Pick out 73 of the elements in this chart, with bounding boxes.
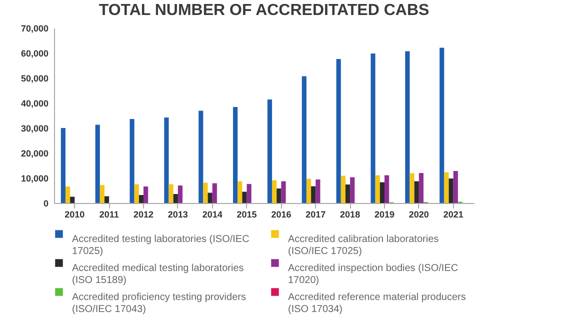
bar bbox=[281, 181, 286, 203]
legend-label: Accredited testing laboratories (ISO/IEC 17025) bbox=[72, 234, 250, 257]
bar bbox=[60, 128, 66, 203]
bar bbox=[453, 171, 458, 203]
x-tick-label: 2011 bbox=[99, 210, 119, 220]
bar bbox=[340, 176, 346, 203]
legend-label: Accredited calibration laboratories (ISO/IEC 17025) bbox=[288, 234, 439, 257]
bar bbox=[134, 184, 139, 203]
bar bbox=[380, 182, 384, 203]
x-tick-label: 2019 bbox=[374, 210, 395, 220]
bar bbox=[65, 186, 70, 203]
bar bbox=[316, 180, 320, 203]
bar bbox=[246, 184, 252, 203]
bar bbox=[173, 194, 178, 203]
bar bbox=[144, 186, 148, 203]
bar bbox=[104, 196, 110, 203]
bar bbox=[267, 100, 272, 203]
bar bbox=[198, 110, 204, 203]
y-tick-label: 40,000 bbox=[20, 98, 48, 108]
y-tick-label: 60,000 bbox=[20, 48, 48, 58]
y-tick-label: 20,000 bbox=[20, 148, 48, 158]
bar bbox=[444, 172, 449, 203]
bar bbox=[70, 196, 75, 203]
bar bbox=[95, 124, 100, 203]
bar bbox=[440, 48, 444, 203]
bar bbox=[370, 54, 376, 203]
x-tick-label: 2012 bbox=[133, 210, 154, 220]
bar bbox=[405, 51, 410, 203]
x-tick-label: 2015 bbox=[236, 210, 257, 220]
bar bbox=[336, 59, 341, 203]
bar bbox=[311, 186, 316, 203]
y-tick-label: 10,000 bbox=[20, 174, 48, 184]
x-tick-label: 2016 bbox=[271, 210, 292, 220]
bar bbox=[272, 180, 277, 203]
bar bbox=[276, 188, 282, 203]
bar bbox=[410, 173, 414, 203]
x-tick-label: 2018 bbox=[340, 210, 360, 220]
bar bbox=[375, 175, 380, 203]
bar bbox=[345, 184, 350, 203]
legend-label: Accredited proficiency testing providers (ISO/IEC 17043) bbox=[72, 292, 246, 315]
bar bbox=[306, 178, 312, 203]
bar bbox=[384, 175, 390, 203]
x-tick-label: 2010 bbox=[64, 210, 85, 220]
y-tick-label: 30,000 bbox=[20, 124, 48, 134]
y-tick-label: 70,000 bbox=[20, 24, 48, 34]
legend-label: Accredited inspection bodies (ISO/IEC 17020) bbox=[288, 263, 458, 286]
bar bbox=[130, 119, 134, 203]
bar bbox=[418, 173, 424, 203]
bar bbox=[414, 181, 419, 203]
legend-label: Accredited reference material producers (ISO 17034) bbox=[288, 292, 466, 315]
bar bbox=[168, 184, 174, 203]
bar bbox=[164, 118, 169, 203]
bar bbox=[302, 76, 306, 203]
x-tick-label: 2020 bbox=[408, 210, 429, 220]
x-tick-label: 2013 bbox=[168, 210, 188, 220]
bar bbox=[203, 182, 208, 203]
bar bbox=[350, 177, 355, 203]
x-tick-label: 2017 bbox=[306, 210, 326, 220]
x-tick-label: 2014 bbox=[202, 210, 222, 220]
legend-label: Accredited medical testing laboratories (ISO 15189) bbox=[72, 263, 244, 286]
bar bbox=[238, 181, 242, 203]
chart-title: TOTAL NUMBER OF ACCREDITATED CABS bbox=[98, 2, 430, 19]
y-tick-label: 0 bbox=[43, 198, 48, 208]
bar bbox=[208, 192, 212, 203]
bar bbox=[178, 186, 183, 203]
x-tick-label: 2021 bbox=[443, 210, 464, 220]
bar bbox=[138, 195, 144, 203]
bar bbox=[242, 192, 247, 203]
bar bbox=[212, 183, 217, 203]
y-tick-label: 50,000 bbox=[20, 74, 48, 84]
bar bbox=[233, 107, 238, 203]
bar bbox=[448, 178, 454, 203]
bar bbox=[100, 185, 104, 203]
